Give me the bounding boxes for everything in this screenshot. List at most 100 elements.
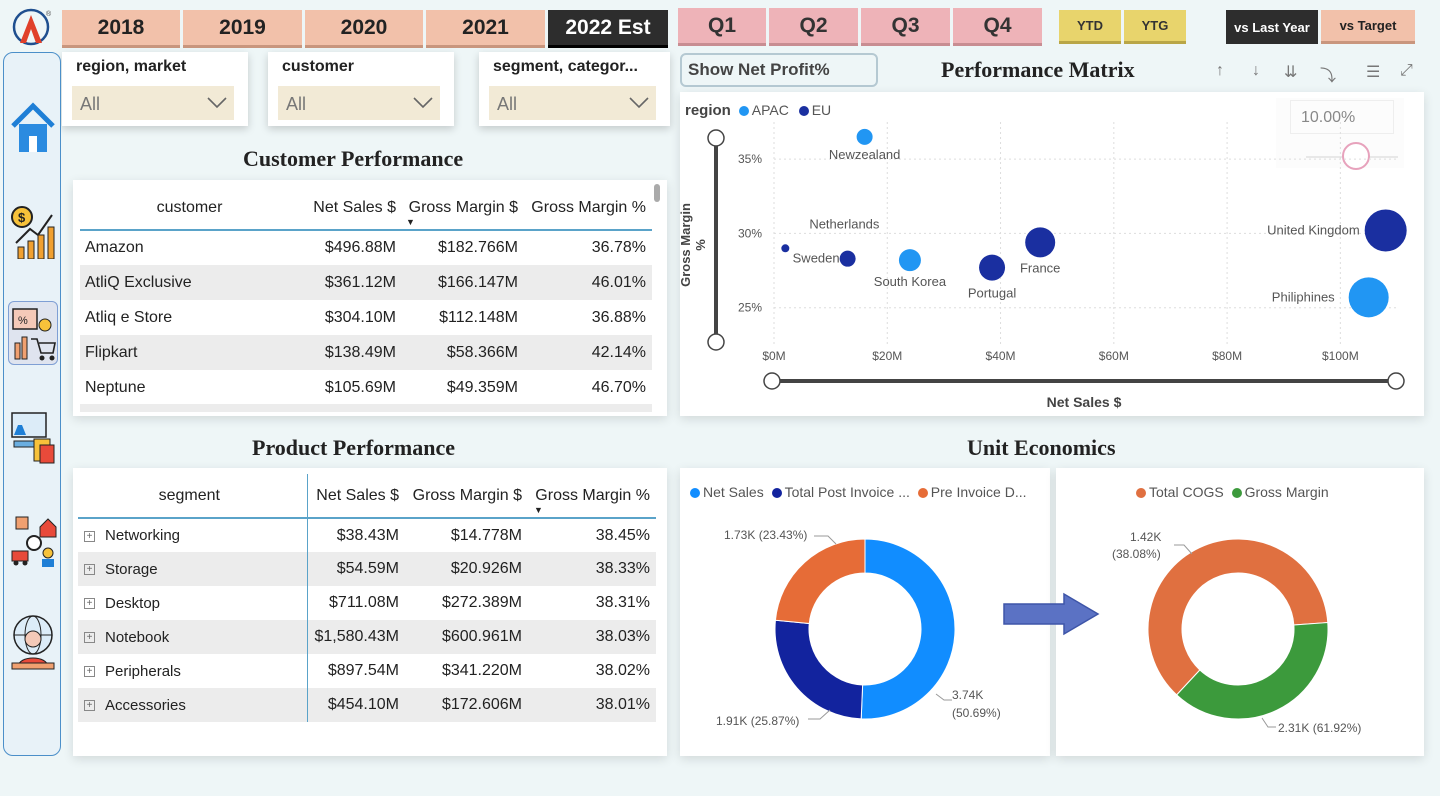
- segment-label: Networking: [105, 527, 181, 544]
- performance-matrix-scatter: 35% 30% 25% $0M $20M $40M $60M $80M $100M Newzeal…: [707, 122, 1407, 390]
- customer-dropdown[interactable]: All: [278, 86, 440, 120]
- col-net-sales[interactable]: Net Sales $: [307, 474, 405, 519]
- donut-slice-point-gross-margin[interactable]: [1175, 622, 1329, 720]
- col-customer[interactable]: customer: [80, 186, 300, 231]
- legend-dot: [1136, 488, 1146, 499]
- table-row[interactable]: Neptune $105.69M $49.359M 46.70%: [80, 370, 652, 405]
- year-button-2018[interactable]: 2018: [62, 10, 180, 48]
- vs-last-year-button[interactable]: vs Last Year: [1226, 10, 1318, 44]
- scatter-point-sweden[interactable]: [839, 250, 856, 267]
- table-row[interactable]: + Desktop $711.08M $272.389M 38.31%: [78, 586, 656, 620]
- quarter-button-q2[interactable]: Q2: [769, 8, 858, 46]
- scatter-point-france[interactable]: [1025, 227, 1056, 258]
- drill-up-icon[interactable]: ↑: [1216, 62, 1224, 79]
- expand-icon[interactable]: +: [84, 666, 95, 678]
- vs-target-button[interactable]: vs Target: [1321, 10, 1415, 44]
- unit-economics-donut-2: [1147, 538, 1329, 728]
- table-row[interactable]: + Notebook $1,580.43M $600.961M 38.03%: [78, 620, 656, 654]
- nav-global-support[interactable]: [8, 609, 58, 673]
- legend-item-gross-margin[interactable]: Gross Margin: [1231, 484, 1329, 500]
- quarter-button-q4[interactable]: Q4: [953, 8, 1042, 46]
- legend-item-pre-invoice[interactable]: Pre Invoice D...: [917, 484, 1026, 500]
- drill-down-icon[interactable]: ↓: [1252, 62, 1260, 79]
- legend-label-apac: APAC: [751, 102, 789, 118]
- svg-text:$: $: [18, 210, 26, 225]
- donut-slice-point-pre-invoice-d-[interactable]: [774, 538, 866, 625]
- legend-item-apac[interactable]: APAC: [738, 102, 789, 118]
- scatter-point-south-korea[interactable]: [898, 249, 921, 272]
- col-gross-margin[interactable]: Gross Margin $ ▼: [402, 186, 524, 231]
- cell-segment: + Desktop: [78, 586, 308, 620]
- segment-category-dropdown[interactable]: All: [489, 86, 656, 120]
- show-net-profit-toggle[interactable]: Show Net Profit%: [680, 53, 878, 87]
- dropdown-value: All: [286, 94, 307, 114]
- table-row[interactable]: + Accessories $454.10M $172.606M 38.01%: [78, 688, 656, 722]
- filter-icon[interactable]: ☰: [1366, 64, 1381, 81]
- donut-slice-point-net-sales[interactable]: [860, 538, 956, 720]
- scatter-point-portugal[interactable]: [979, 254, 1006, 281]
- legend-item-total-cogs[interactable]: Total COGS: [1136, 484, 1224, 500]
- nav-sales[interactable]: %: [8, 301, 58, 365]
- donut-slice-point-total-post-invoice-[interactable]: [774, 619, 864, 720]
- customer-table-scrollbar[interactable]: [654, 184, 660, 202]
- year-button-2020[interactable]: 2020: [305, 10, 423, 48]
- expand-icon[interactable]: +: [84, 530, 95, 542]
- unit-economics-donut-1: [774, 535, 956, 720]
- year-button-2022-est[interactable]: 2022 Est: [548, 10, 668, 48]
- expand-hierarchy-icon[interactable]: ⤵: [1320, 68, 1337, 85]
- nav-finance[interactable]: $: [8, 197, 58, 261]
- table-row[interactable]: + Peripherals $897.54M $341.220M 38.02%: [78, 654, 656, 688]
- scatter-point-netherlands[interactable]: [781, 244, 790, 253]
- table-header-row: segment Net Sales $ Gross Margin $ Gross…: [78, 474, 656, 519]
- expand-icon[interactable]: +: [84, 700, 95, 712]
- ytd-button[interactable]: YTD: [1059, 10, 1121, 44]
- cell-gross-margin: $166.147M: [402, 265, 524, 300]
- col-gross-margin-pct-label: Gross Margin %: [535, 486, 650, 504]
- scatter-point-philiphines[interactable]: [1348, 277, 1389, 318]
- nav-marketing[interactable]: [8, 403, 58, 467]
- cell-gross-margin-pct: 46.70%: [591, 378, 646, 396]
- year-button-2021[interactable]: 2021: [426, 10, 545, 48]
- table-row[interactable]: Amazon $496.88M $182.766M 36.78%: [80, 230, 652, 265]
- quarter-button-q1[interactable]: Q1: [678, 8, 766, 46]
- nav-supply-chain[interactable]: [8, 507, 58, 571]
- scatter-point-united-kingdom[interactable]: [1364, 209, 1407, 252]
- table-row[interactable]: + Storage $54.59M $20.926M 38.33%: [78, 552, 656, 586]
- threshold-slider-handle[interactable]: [1342, 142, 1370, 170]
- legend-item-total-post-invoice[interactable]: Total Post Invoice ...: [771, 484, 910, 500]
- atliq-logo: ®: [10, 6, 54, 46]
- table-row[interactable]: AtliQ Exclusive $361.12M $166.147M 46.01%: [80, 265, 652, 300]
- expand-icon[interactable]: +: [84, 632, 95, 644]
- year-button-2019[interactable]: 2019: [183, 10, 302, 48]
- col-segment[interactable]: segment: [78, 474, 308, 519]
- table-row[interactable]: Flipkart $138.49M $58.366M 42.14%: [80, 335, 652, 370]
- y-tick-label: 35%: [738, 152, 762, 166]
- col-gross-margin-pct[interactable]: Gross Margin %: [524, 186, 652, 231]
- expand-all-down-icon[interactable]: ⇊: [1284, 64, 1298, 81]
- expand-icon[interactable]: +: [84, 564, 95, 576]
- cell-gross-margin: $20.926M: [405, 552, 528, 586]
- leader-line: [1261, 717, 1276, 728]
- legend-item-net-sales[interactable]: Net Sales: [690, 484, 764, 500]
- nav-home[interactable]: [8, 95, 58, 159]
- legend-item-eu[interactable]: EU: [798, 102, 831, 118]
- scatter-point-newzealand[interactable]: [856, 128, 873, 145]
- y-range-slider-handle-top: [707, 129, 725, 147]
- table-row[interactable]: + Networking $38.43M $14.778M 38.45%: [78, 518, 656, 552]
- quarter-button-q3[interactable]: Q3: [861, 8, 950, 46]
- legend-label: Total COGS: [1149, 484, 1224, 500]
- segment-label: Accessories: [105, 696, 186, 714]
- focus-mode-icon[interactable]: ⤢: [1400, 62, 1413, 79]
- region-market-dropdown[interactable]: All: [72, 86, 234, 120]
- product-performance-title: Product Performance: [252, 435, 456, 460]
- donut-slice-point-total-cogs[interactable]: [1147, 538, 1329, 696]
- cell-net-sales: $138.49M: [300, 335, 402, 370]
- expand-icon[interactable]: +: [84, 598, 95, 610]
- table-row[interactable]: Atliq e Store $304.10M $112.148M 36.88%: [80, 300, 652, 335]
- threshold-input[interactable]: 10.00%: [1290, 100, 1394, 134]
- ytg-button[interactable]: YTG: [1124, 10, 1186, 44]
- x-tick-label: $100M: [1322, 349, 1359, 363]
- col-gross-margin[interactable]: Gross Margin $: [405, 474, 528, 519]
- col-gross-margin-pct[interactable]: Gross Margin % ▼: [528, 474, 656, 519]
- col-net-sales[interactable]: Net Sales $: [300, 186, 402, 231]
